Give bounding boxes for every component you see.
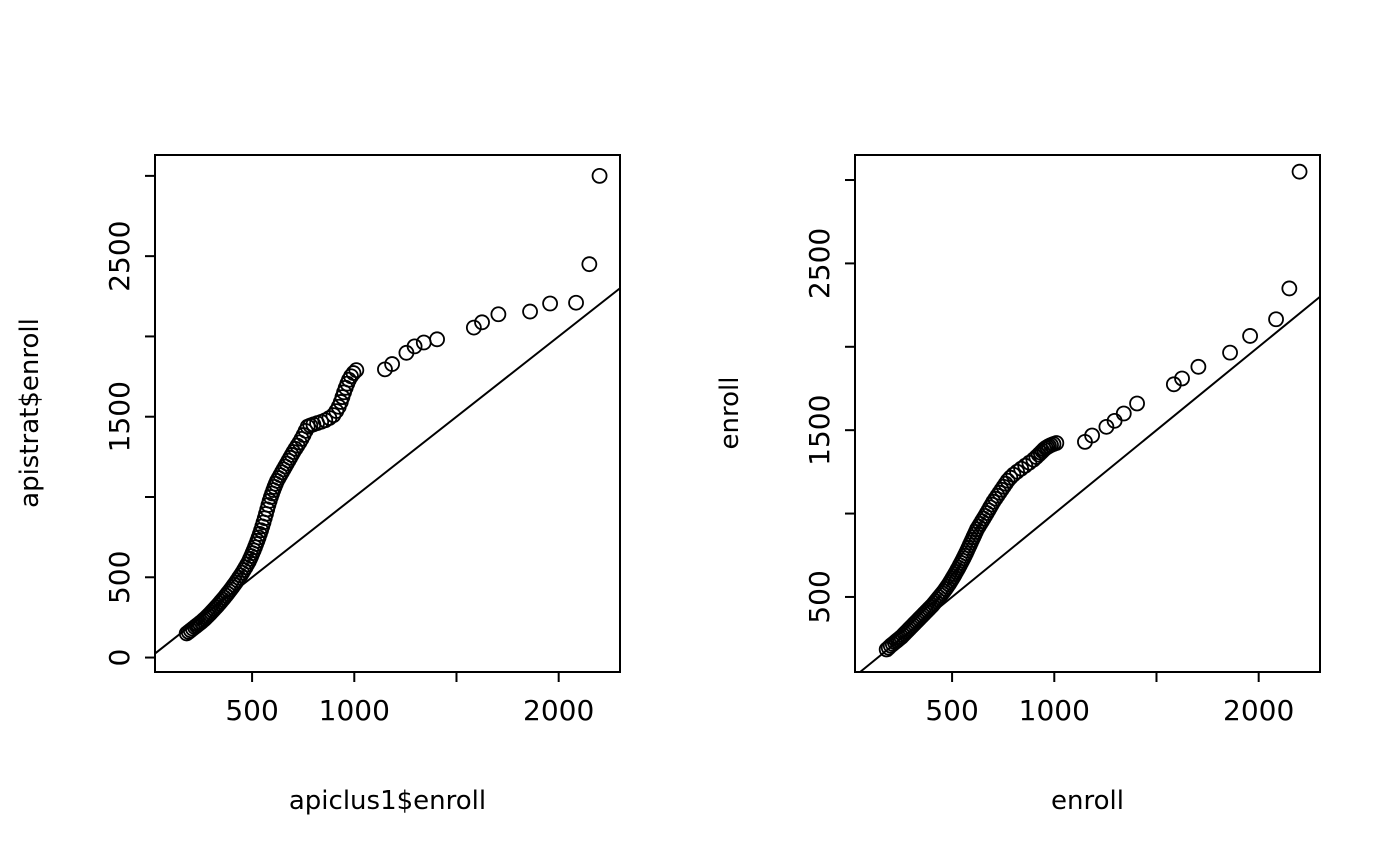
plot-box: [154, 154, 621, 673]
data-point: [465, 319, 482, 336]
x-axis-tick-label: 500: [225, 694, 278, 727]
data-point: [490, 306, 507, 323]
y-axis-tick-label: 1500: [803, 395, 836, 466]
x-axis-tick-label: 1000: [1019, 694, 1090, 727]
data-point: [1222, 344, 1238, 361]
plot-box: [854, 154, 1321, 673]
data-point: [1291, 163, 1308, 180]
data-point: [1281, 280, 1298, 297]
x-axis-label-left: apiclus1$enroll: [288, 786, 487, 816]
data-point: [542, 295, 558, 312]
y-axis-tick-label: 1500: [103, 381, 136, 452]
data-point: [1129, 395, 1145, 412]
y-axis-tick-label: 500: [803, 570, 836, 623]
data-point: [348, 362, 365, 379]
data-point: [581, 256, 598, 273]
data-point: [429, 331, 445, 348]
x-axis-label-right: enroll: [1051, 786, 1124, 816]
data-point: [474, 314, 490, 331]
panel-left: 500 1000 2000 0 500 1500 2500 apiclus1$enroll …: [15, 154, 621, 816]
x-axis-tick-label: 1000: [319, 694, 390, 727]
data-point: [591, 167, 608, 184]
data-point: [415, 334, 432, 351]
data-point: [1268, 311, 1284, 328]
qqplot-enroll-vs-enroll: 500 1000 2000 500 1500 2500: [803, 154, 1321, 727]
data-point: [1165, 376, 1182, 393]
data-point: [1190, 358, 1207, 375]
y-axis-tick-label: 2500: [803, 228, 836, 299]
data-point: [1174, 370, 1190, 387]
data-point: [345, 365, 362, 381]
data-point: [406, 338, 423, 355]
data-point: [325, 407, 342, 424]
x-axis-tick-label: 2000: [523, 694, 594, 727]
data-point: [1048, 435, 1065, 451]
data-point: [1084, 427, 1100, 444]
x-axis-tick-label: 500: [925, 694, 978, 727]
y-axis-tick-label: 2500: [103, 221, 136, 292]
data-point: [568, 294, 584, 311]
qqplot-apistrat-vs-apiclus1: 500 1000 2000 0 500 1500 2500: [103, 154, 621, 727]
panel-right: 500 1000 2000 500 1500 2500 enroll enroll: [700, 0, 1400, 866]
x-axis-tick-label: 2000: [1223, 694, 1294, 727]
data-point: [522, 303, 538, 320]
y-axis-label-left: apistrat$enroll: [15, 318, 45, 508]
data-point: [1115, 405, 1132, 422]
y-axis-tick-label: 500: [103, 551, 136, 604]
data-point: [384, 356, 400, 372]
y-axis-tick-label: 0: [103, 649, 136, 667]
y-axis-label-right: enroll: [715, 376, 745, 450]
data-point: [1242, 328, 1258, 344]
